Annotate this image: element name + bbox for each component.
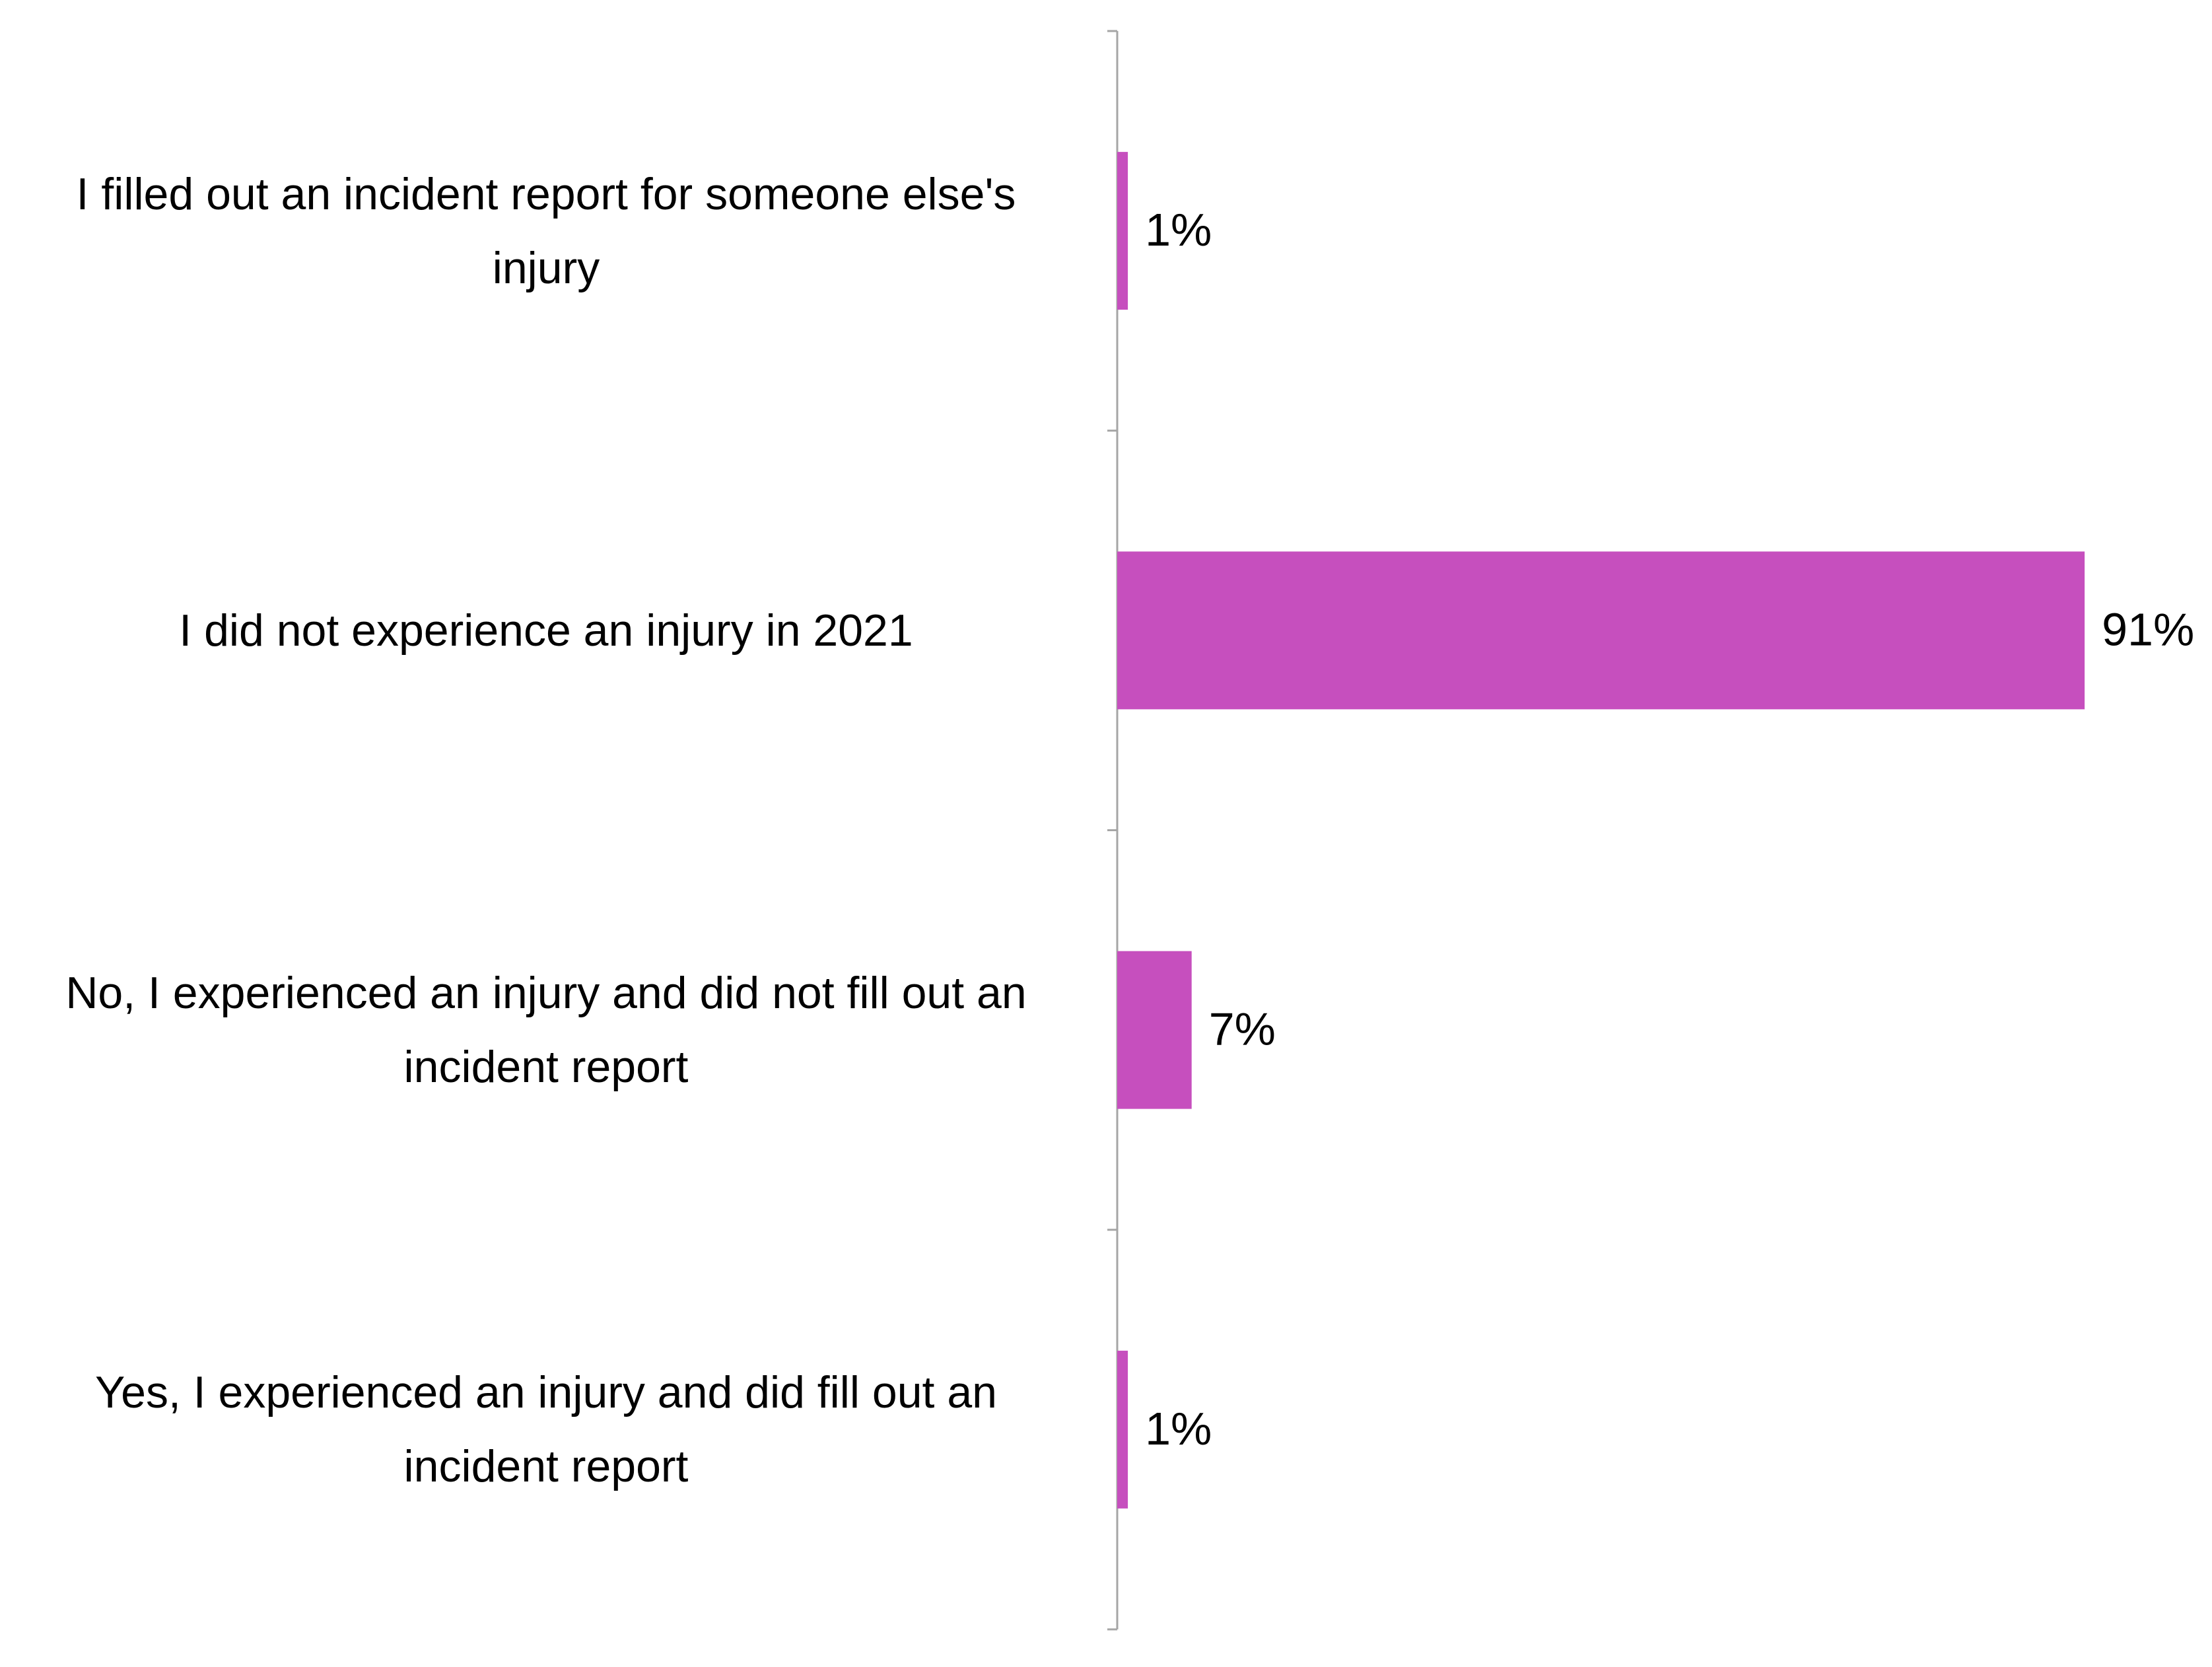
data-label: 1% xyxy=(1145,1403,1212,1454)
category-label: No, I experienced an injury and did not … xyxy=(65,968,1027,1093)
bar xyxy=(1117,951,1192,1109)
bar xyxy=(1117,152,1128,310)
category-label: Yes, I experienced an injury and did fil… xyxy=(95,1367,997,1492)
bar xyxy=(1117,551,2085,710)
data-label: 1% xyxy=(1145,204,1212,255)
bar xyxy=(1117,1350,1128,1509)
data-label: 7% xyxy=(1209,1004,1276,1055)
data-label: 91% xyxy=(2102,603,2194,655)
category-label: I did not experience an injury in 2021 xyxy=(179,605,913,656)
category-label: I filled out an incident report for some… xyxy=(76,168,1016,293)
